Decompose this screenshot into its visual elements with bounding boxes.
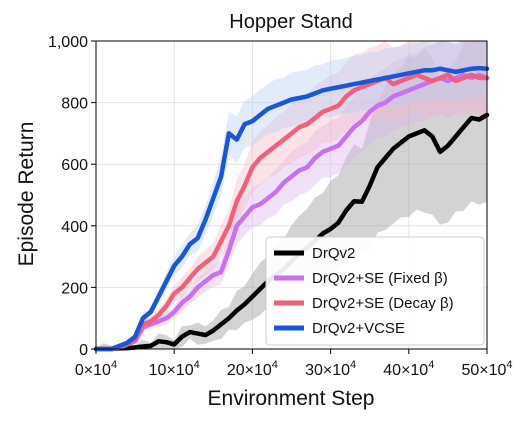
legend-label: DrQv2+SE (Decay β) — [312, 295, 454, 312]
series-line — [93, 72, 490, 352]
plot-frame — [95, 40, 488, 350]
legend: DrQv2 DrQv2+SE (Fixed β) DrQv2+SE (Decay β… — [265, 236, 485, 346]
x-tick-exponent: 4 — [350, 359, 356, 371]
series-line — [93, 65, 490, 352]
series-band — [96, 41, 487, 349]
x-tick-exponent: 4 — [506, 359, 512, 371]
legend-box — [265, 236, 485, 346]
y-tick-label: 0 — [79, 342, 88, 359]
series-band — [96, 41, 487, 349]
legend-label: DrQv2 — [312, 245, 355, 262]
y-axis-label: Episode Return — [15, 122, 38, 267]
x-tick-label: 0×104 — [75, 359, 117, 379]
x-tick-exponent: 4 — [194, 359, 200, 371]
legend-label: DrQv2+VCSE — [312, 320, 405, 337]
x-axis-label: Environment Step — [208, 387, 375, 410]
x-tick-label: 30×104 — [305, 359, 356, 379]
x-tick-label: 20×104 — [227, 359, 278, 379]
y-tick-label: 800 — [61, 96, 88, 113]
x-tick-label: 10×104 — [149, 359, 200, 379]
x-tick-label: 50×104 — [461, 359, 512, 379]
y-tick-label: 600 — [61, 157, 88, 174]
x-tick-exponent: 4 — [272, 359, 278, 371]
x-tick-exponent: 4 — [111, 359, 117, 371]
y-tick-label: 1,000 — [48, 34, 88, 51]
x-axis-ticks: 0×104 10×104 20×104 30×104 40×104 50×104 — [75, 349, 513, 379]
x-tick-label: 40×104 — [383, 359, 434, 379]
x-tick-exponent: 4 — [428, 359, 434, 371]
legend-label: DrQv2+SE (Fixed β) — [312, 270, 448, 287]
series-line — [93, 72, 490, 352]
y-tick-label: 200 — [61, 280, 88, 297]
y-axis-ticks: 0 200 400 600 800 1,000 — [48, 34, 96, 359]
y-tick-label: 400 — [61, 219, 88, 236]
chart-title: Hopper Stand — [229, 11, 352, 33]
